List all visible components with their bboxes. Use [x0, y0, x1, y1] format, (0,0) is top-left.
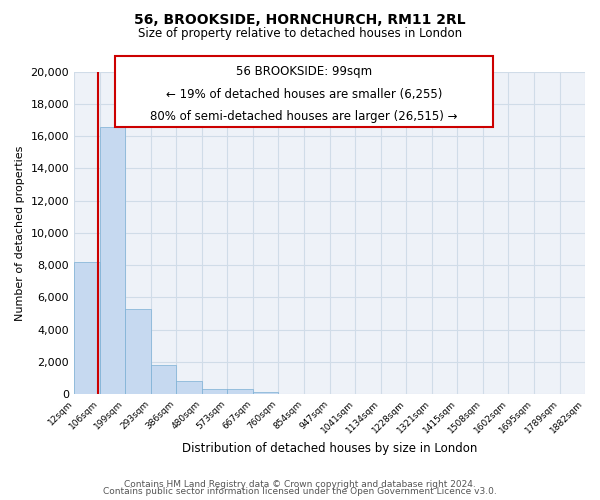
Bar: [151, 365, 176, 394]
Text: 56 BROOKSIDE: 99sqm: 56 BROOKSIDE: 99sqm: [236, 66, 372, 78]
Text: 56, BROOKSIDE, HORNCHURCH, RM11 2RL: 56, BROOKSIDE, HORNCHURCH, RM11 2RL: [134, 12, 466, 26]
Bar: [202, 389, 227, 394]
Bar: [227, 389, 253, 394]
Bar: [176, 381, 202, 394]
Text: ← 19% of detached houses are smaller (6,255): ← 19% of detached houses are smaller (6,…: [166, 88, 442, 101]
Text: 80% of semi-detached houses are larger (26,515) →: 80% of semi-detached houses are larger (…: [150, 110, 458, 124]
Bar: [74, 262, 100, 394]
X-axis label: Distribution of detached houses by size in London: Distribution of detached houses by size …: [182, 442, 477, 455]
Bar: [253, 392, 278, 394]
FancyBboxPatch shape: [115, 56, 493, 127]
Bar: [125, 308, 151, 394]
Y-axis label: Number of detached properties: Number of detached properties: [15, 145, 25, 320]
Bar: [100, 126, 125, 394]
Text: Contains public sector information licensed under the Open Government Licence v3: Contains public sector information licen…: [103, 487, 497, 496]
Text: Contains HM Land Registry data © Crown copyright and database right 2024.: Contains HM Land Registry data © Crown c…: [124, 480, 476, 489]
Text: Size of property relative to detached houses in London: Size of property relative to detached ho…: [138, 28, 462, 40]
